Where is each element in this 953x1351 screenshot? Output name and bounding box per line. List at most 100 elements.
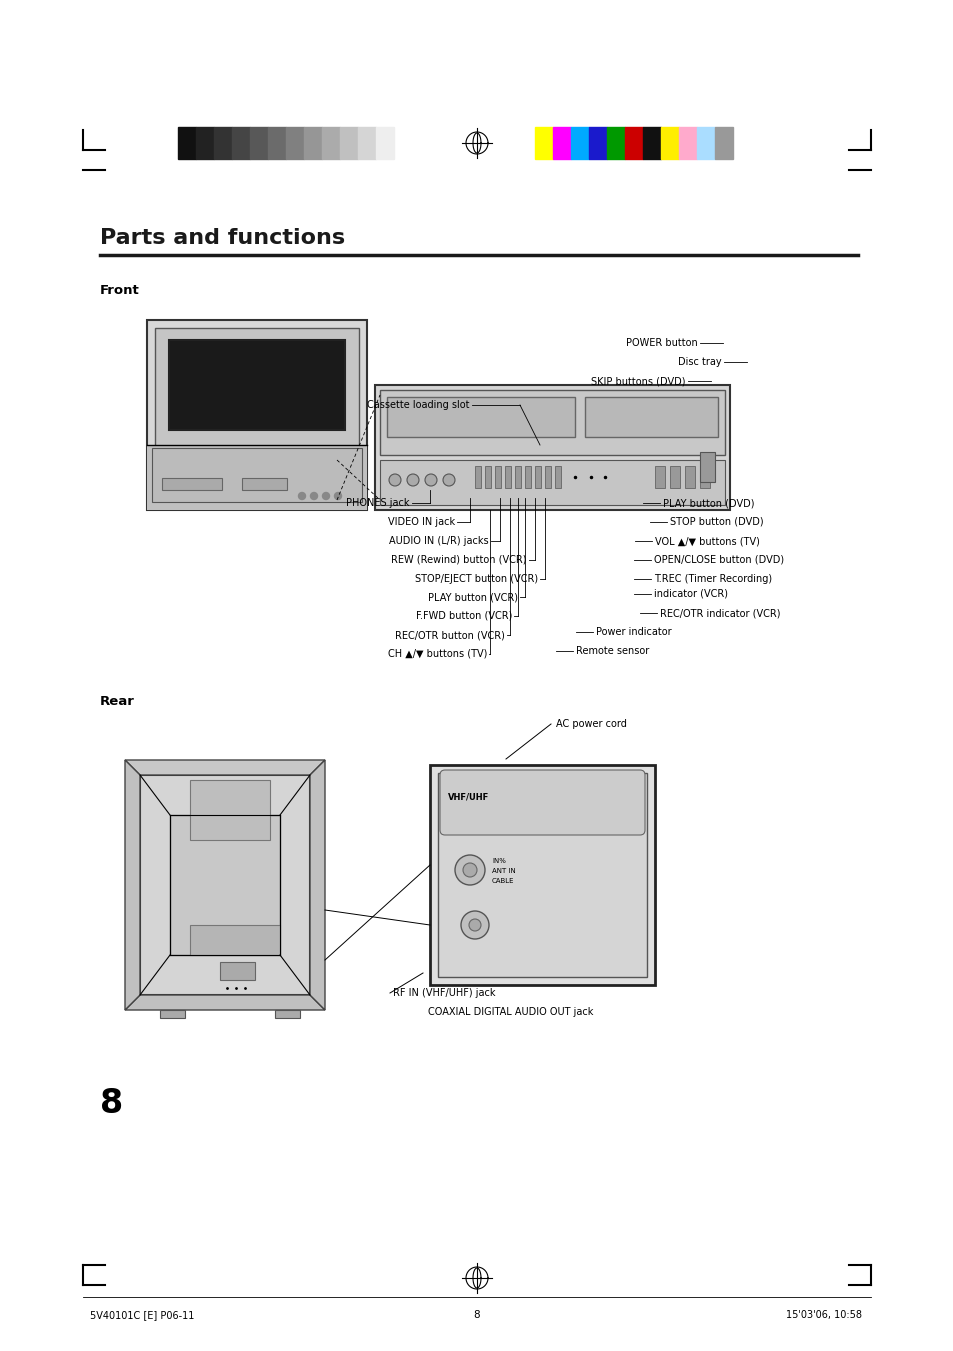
Text: VIDEO IN jack: VIDEO IN jack (388, 517, 455, 527)
Text: ANT IN: ANT IN (492, 867, 516, 874)
FancyBboxPatch shape (439, 770, 644, 835)
Text: STOP button (DVD): STOP button (DVD) (669, 517, 762, 527)
Text: Front: Front (100, 284, 139, 297)
Circle shape (460, 911, 489, 939)
Text: REC/OTR button (VCR): REC/OTR button (VCR) (395, 630, 504, 640)
Bar (250, 127, 268, 159)
Bar (379, 390, 724, 455)
Bar (170, 815, 280, 955)
Text: RF IN (VHF/UHF) jack: RF IN (VHF/UHF) jack (393, 988, 495, 998)
Bar (147, 320, 367, 509)
Bar (430, 765, 655, 985)
Bar (697, 127, 714, 159)
Bar (535, 127, 553, 159)
Bar (232, 127, 250, 159)
Bar (606, 127, 624, 159)
Text: indicator (VCR): indicator (VCR) (654, 589, 727, 598)
Circle shape (322, 493, 329, 500)
Text: PLAY button (DVD): PLAY button (DVD) (662, 499, 754, 508)
Text: PLAY button (VCR): PLAY button (VCR) (428, 592, 517, 603)
Text: Power indicator: Power indicator (596, 627, 671, 638)
Bar (286, 127, 304, 159)
Bar (169, 340, 345, 430)
Text: F.FWD button (VCR): F.FWD button (VCR) (416, 611, 512, 621)
Text: Cassette loading slot: Cassette loading slot (367, 400, 470, 409)
Text: COAXIAL DIGITAL AUDIO OUT jack: COAXIAL DIGITAL AUDIO OUT jack (428, 1006, 593, 1017)
Bar (660, 127, 679, 159)
Bar (242, 478, 287, 490)
Bar (571, 127, 588, 159)
Bar (515, 466, 520, 488)
Text: Rear: Rear (100, 694, 134, 708)
Circle shape (310, 493, 317, 500)
Bar (655, 466, 664, 488)
Bar (220, 962, 254, 979)
Bar (669, 466, 679, 488)
Bar (322, 127, 339, 159)
Bar (357, 127, 375, 159)
Bar (140, 775, 310, 994)
Text: AC power cord: AC power cord (556, 719, 626, 730)
Bar (375, 127, 394, 159)
Text: AUDIO IN (L/R) jacks: AUDIO IN (L/R) jacks (389, 536, 489, 546)
Text: 8: 8 (474, 1310, 479, 1320)
Text: Remote sensor: Remote sensor (576, 646, 649, 657)
Text: T.REC (Timer Recording): T.REC (Timer Recording) (654, 574, 771, 584)
Circle shape (424, 474, 436, 486)
Text: STOP/EJECT button (VCR): STOP/EJECT button (VCR) (415, 574, 537, 584)
Bar (304, 127, 322, 159)
Text: 8: 8 (100, 1088, 123, 1120)
Bar (190, 780, 270, 840)
Bar (714, 127, 732, 159)
Bar (213, 127, 232, 159)
Circle shape (407, 474, 418, 486)
Bar (379, 459, 724, 505)
Text: SKIP buttons (DVD): SKIP buttons (DVD) (591, 376, 685, 386)
Text: IN%: IN% (492, 858, 505, 865)
Bar (524, 466, 531, 488)
Text: REW (Rewind) button (VCR): REW (Rewind) button (VCR) (391, 555, 526, 565)
Bar (535, 466, 540, 488)
Text: OPEN/CLOSE button (DVD): OPEN/CLOSE button (DVD) (654, 555, 783, 565)
Bar (178, 127, 195, 159)
Text: VHF/UHF: VHF/UHF (448, 793, 489, 802)
Text: Parts and functions: Parts and functions (100, 228, 345, 249)
Bar (268, 127, 286, 159)
Bar (679, 127, 697, 159)
Bar (642, 127, 660, 159)
Bar (484, 466, 491, 488)
Polygon shape (125, 994, 325, 1011)
Bar (160, 1011, 185, 1019)
Bar (588, 127, 606, 159)
Bar (700, 453, 714, 482)
Bar (544, 466, 551, 488)
Text: CABLE: CABLE (492, 878, 514, 884)
Bar (339, 127, 357, 159)
Polygon shape (125, 761, 325, 775)
Bar (195, 127, 213, 159)
Bar (684, 466, 695, 488)
Bar (437, 773, 646, 977)
Circle shape (335, 493, 341, 500)
Bar (387, 397, 575, 436)
Circle shape (389, 474, 400, 486)
Text: PHONES jack: PHONES jack (346, 499, 410, 508)
Polygon shape (310, 761, 325, 1011)
Bar (553, 127, 571, 159)
Circle shape (462, 863, 476, 877)
Bar (190, 925, 280, 955)
Bar (475, 466, 480, 488)
Polygon shape (125, 761, 140, 1011)
Bar (375, 385, 729, 509)
Bar (584, 397, 718, 436)
Circle shape (469, 919, 480, 931)
Circle shape (442, 474, 455, 486)
Bar (624, 127, 642, 159)
Bar (495, 466, 500, 488)
Bar (555, 466, 560, 488)
Bar (154, 328, 358, 503)
Text: Disc tray: Disc tray (678, 357, 721, 367)
Text: 15'03'06, 10:58: 15'03'06, 10:58 (785, 1310, 862, 1320)
Text: REC/OTR indicator (VCR): REC/OTR indicator (VCR) (659, 608, 780, 617)
Bar (152, 449, 361, 503)
